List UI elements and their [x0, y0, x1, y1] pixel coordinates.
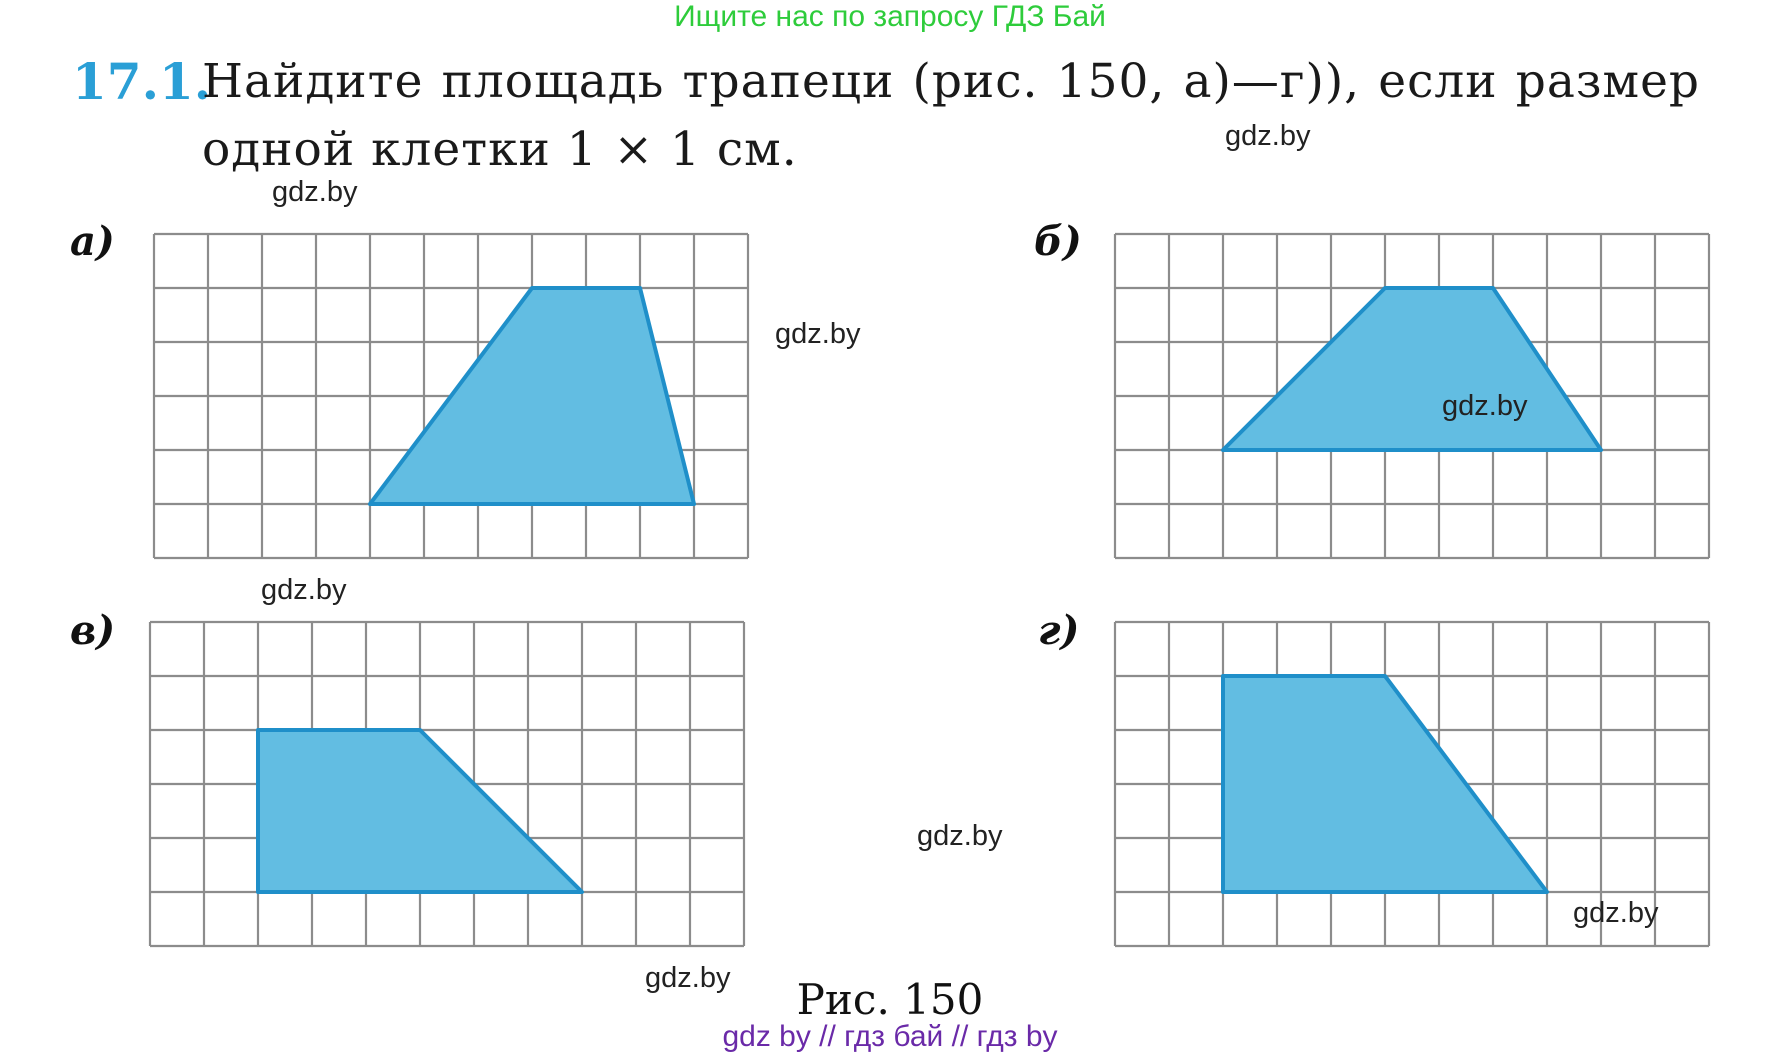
panel-a-label: а): [70, 218, 115, 265]
search-banner: Ищите нас по запросу ГДЗ Бай: [674, 0, 1106, 33]
panel-v-grid: [148, 620, 746, 948]
task-text-line-1: Найдите площадь трапеци (рис. 150, а)—г)…: [202, 54, 1700, 109]
task-text-line-2: одной клетки 1 × 1 см.: [202, 122, 798, 177]
footer-watermark: gdz by // гдз бай // гдз by: [722, 1020, 1058, 1053]
trapezoid: [368, 286, 696, 506]
task-number: 17.1.: [72, 52, 212, 111]
watermark: gdz.by: [917, 820, 1003, 852]
trapezoid: [256, 728, 584, 894]
panel-a-grid: [152, 232, 750, 560]
watermark: gdz.by: [645, 962, 731, 994]
watermark: gdz.by: [1442, 390, 1528, 422]
watermark: gdz.by: [1573, 897, 1659, 929]
panel-g-grid: [1113, 620, 1711, 948]
watermark: gdz.by: [272, 176, 358, 208]
panel-b-grid: [1113, 232, 1711, 560]
figure-caption: Рис. 150: [796, 975, 984, 1024]
panel-v-label: в): [70, 607, 116, 654]
watermark: gdz.by: [775, 318, 861, 350]
trapezoid: [1221, 674, 1549, 894]
trapezoid: [1221, 286, 1603, 452]
panel-b-label: б): [1034, 218, 1082, 265]
panel-g-label: г): [1038, 607, 1080, 654]
watermark: gdz.by: [1225, 120, 1311, 152]
watermark: gdz.by: [261, 574, 347, 606]
